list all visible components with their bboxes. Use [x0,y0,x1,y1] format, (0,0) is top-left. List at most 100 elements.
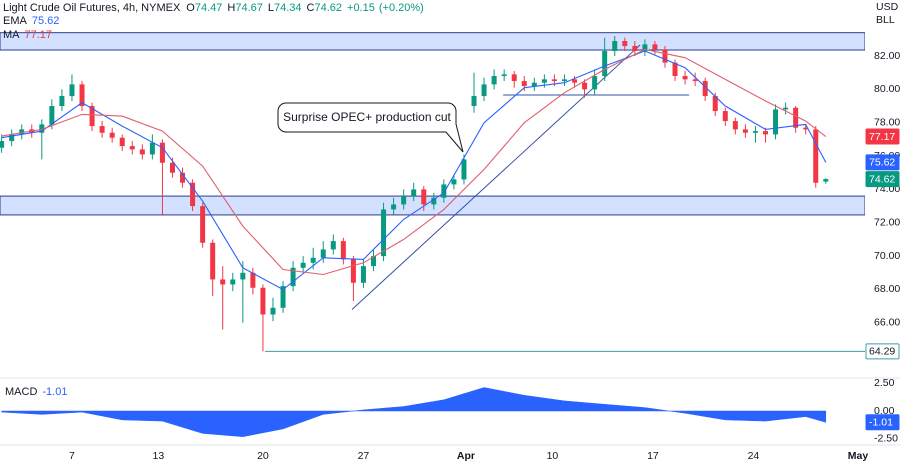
close-label: C [307,2,315,14]
candle-body [280,286,286,308]
candle-body [300,262,306,268]
candle-body [682,76,688,80]
candle-body [481,84,487,97]
candle-body [722,111,728,122]
candle-body [169,162,175,173]
moving-average-line [1,48,827,276]
price-scale [865,0,900,463]
candle-body [592,76,598,90]
candle-body [89,106,95,127]
trend-line [351,44,641,310]
price-label: 75.62 [869,157,895,169]
macd-tick-label: -2.50 [874,433,898,445]
candle-body [401,196,407,205]
candle-body [783,107,789,110]
header: Light Crude Oil Futures, 4h, NYMEX O74.47… [3,2,424,14]
candle-body [622,41,628,47]
macd-histogram [1,387,827,437]
ema-value: 75.62 [32,15,60,27]
candle-body [310,257,316,263]
price-label-box [865,343,900,360]
high-label: H [227,2,235,14]
candle-body [19,129,25,135]
candle-body [39,124,45,133]
candle-body [491,76,497,85]
y-tick-label: 70.00 [874,250,900,262]
candle-body [330,241,336,250]
candle-body [652,44,658,50]
y-tick-label: 78.00 [874,117,900,129]
low-label: L [268,2,274,14]
change-percent: (+0.20%) [379,2,424,14]
candle-body [521,81,527,87]
y-tick-label: 68.00 [874,283,900,295]
ma-name: MA [3,29,20,41]
candle-body [431,197,437,205]
y-tick-label: 82.00 [874,50,900,62]
candle-body [180,172,186,183]
candle-body [109,132,115,138]
candle-body [602,51,608,77]
price-label-box [865,128,900,145]
price-label: -1.01 [869,417,893,429]
candle-body [531,82,537,87]
candle-body [210,242,216,280]
price-label-box [865,414,900,431]
price-zone [0,32,866,51]
macd-name: MACD [5,386,37,398]
candle-body [230,279,236,285]
candle-body [702,81,708,97]
candle-body [9,134,15,142]
candle-body [511,74,517,82]
candle-body [129,146,135,150]
ema-name: EMA [3,15,28,27]
candle-body [159,142,165,163]
y-tick-label: 66.00 [874,317,900,329]
candle-body [551,79,557,82]
candle-body [411,189,417,197]
currency-label: USD [876,1,899,13]
low-value: 74.34 [274,2,302,14]
candle-body [200,206,206,243]
x-tick-label: 7 [69,450,75,462]
candle-body [340,241,346,260]
candle-body [632,46,638,52]
candle-body [119,137,125,147]
annotation-callout [277,102,464,153]
candle-body [541,79,547,83]
candle-body [59,96,65,107]
candle-body [391,204,397,210]
y-tick-label: 72.00 [874,217,900,229]
candle-body [762,131,768,135]
moving-average-line [1,50,827,291]
instrument-title: Light Crude Oil Futures, 4h, NYMEX [3,2,181,14]
candle-body [79,84,85,107]
candle-body [250,272,256,288]
candle-body [672,62,678,77]
open-value: 74.47 [195,2,223,14]
candle-body [793,107,799,128]
x-tick-label: 27 [358,450,370,462]
macd-legend: MACD -1.01 [5,386,67,398]
candle-body [752,131,758,133]
unit-label: BLL [876,14,895,26]
x-tick-label: 10 [547,450,559,462]
candle-body [240,272,246,280]
candle-body [662,49,668,63]
candle-body [823,179,829,182]
candle-body [642,44,648,52]
price-label-box [865,171,900,188]
candle-body [742,129,748,133]
candle-body [69,84,75,97]
price-label: 64.29 [869,346,895,358]
candle-body [451,179,457,185]
candle-body [320,249,326,258]
x-tick-label: May [848,450,869,462]
candle-body [561,79,567,82]
candle-body [139,149,145,155]
candle-body [582,82,588,90]
macd-tick-label: 0.00 [874,405,895,417]
candle-body [712,96,718,112]
